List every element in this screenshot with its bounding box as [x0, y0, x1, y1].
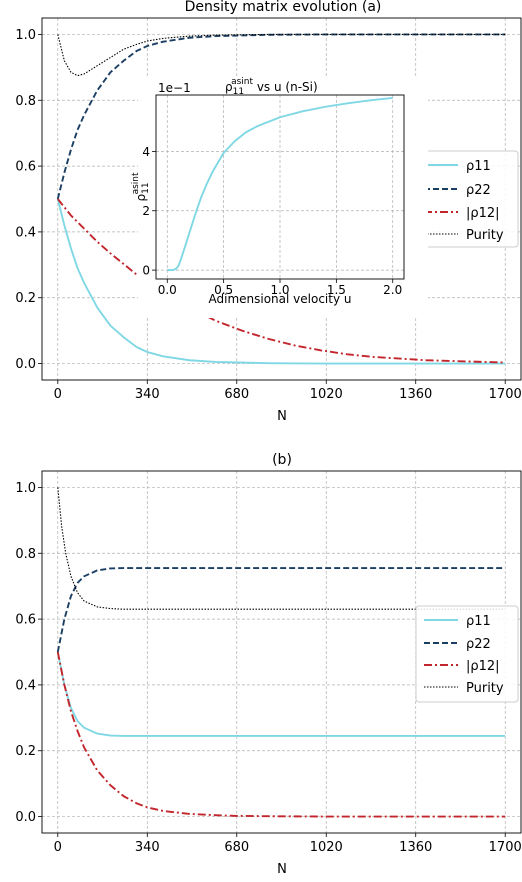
series-line: [56, 651, 506, 818]
x-tick-label: 340: [135, 387, 160, 402]
series-line: [167, 97, 393, 272]
x-tick-label: 0: [54, 840, 62, 855]
legend-b-purity: Purity: [466, 681, 504, 696]
series-line: [56, 651, 506, 737]
inset-series: [167, 97, 393, 272]
inset-ylabel: ρ11asint: [131, 172, 151, 201]
y-tick-label: 0.6: [15, 613, 36, 628]
series-line: [56, 198, 506, 365]
panel-a: Density matrix evolution (a) 0 340 680 1020…: [15, 0, 521, 424]
inset-offset-text: 1e−1: [158, 81, 191, 95]
legend-a-purity: Purity: [466, 228, 504, 243]
series-line: [57, 33, 506, 77]
legend-a-rho12: |ρ12|: [466, 206, 500, 221]
x-tick-label: 1360: [399, 840, 432, 855]
y-tick-label: 0.4: [15, 225, 36, 240]
legend-a-rho22: ρ22: [466, 183, 491, 198]
y-tick-label: 0: [142, 264, 150, 278]
series-line: [57, 198, 506, 364]
series-line: [56, 567, 506, 653]
x-tick-label: 0.5: [214, 283, 233, 297]
legend-a-rho11: ρ11: [466, 159, 491, 174]
x-tick-label: 1700: [489, 387, 522, 402]
panel-b-series: [56, 487, 506, 818]
panel-b-xlabel: N: [277, 862, 287, 877]
y-tick-label: 2: [142, 204, 150, 218]
y-tick-label: 0.2: [15, 744, 36, 759]
y-tick-label: 0.8: [15, 94, 36, 109]
inset-xlabel: Adimensional velocity u: [209, 292, 352, 306]
panel-a-legend: ρ11 ρ22 |ρ12| Purity: [415, 150, 519, 248]
y-tick-label: 0.0: [15, 810, 36, 825]
x-tick-label: 680: [224, 840, 249, 855]
panel-a-series: [56, 33, 506, 365]
y-tick-label: 1.0: [15, 481, 36, 496]
y-tick-label: 0.8: [15, 547, 36, 562]
legend-b-rho22: ρ22: [466, 637, 491, 652]
x-tick-label: 680: [224, 387, 249, 402]
y-tick-label: 1.0: [15, 28, 36, 43]
x-tick-label: 1700: [489, 840, 522, 855]
panel-a-title: Density matrix evolution (a): [185, 0, 382, 15]
panel-b-legend: ρ11 ρ22 |ρ12| Purity: [415, 605, 519, 703]
y-tick-label: 4: [142, 145, 150, 159]
inset: 0.0 0.5 1.0 1.5 2.0 0 2 4 1e−1 ρ11asint vs u (n…: [131, 77, 428, 318]
panel-a-frame: [41, 17, 522, 381]
x-tick-label: 0: [54, 387, 62, 402]
x-tick-label: 1020: [310, 840, 343, 855]
legend-b-rho12: |ρ12|: [466, 659, 500, 674]
x-tick-label: 340: [135, 840, 160, 855]
series-line: [57, 487, 506, 610]
y-tick-label: 0.6: [15, 160, 36, 175]
x-tick-label: 2.0: [383, 283, 402, 297]
x-tick-label: 1020: [310, 387, 343, 402]
x-tick-label: 1.5: [327, 283, 346, 297]
inset-title: ρ11asint vs u (n-Si): [225, 77, 318, 97]
x-tick-label: 1360: [399, 387, 432, 402]
y-tick-label: 0.2: [15, 291, 36, 306]
y-tick-label: 0.4: [15, 678, 36, 693]
x-tick-label: 0.0: [158, 283, 177, 297]
series-line: [56, 33, 506, 200]
panel-b-frame: [41, 470, 522, 834]
panel-b: (b) 0 340 680 1020 1360 1700 0.0 0.2 0.4 0.6 0.8 1.…: [15, 452, 521, 877]
y-tick-label: 0.0: [15, 357, 36, 372]
panel-a-xlabel: N: [277, 409, 287, 424]
x-tick-label: 1.0: [270, 283, 289, 297]
legend-b-rho11: ρ11: [466, 614, 491, 629]
panel-b-title: (b): [272, 452, 292, 468]
